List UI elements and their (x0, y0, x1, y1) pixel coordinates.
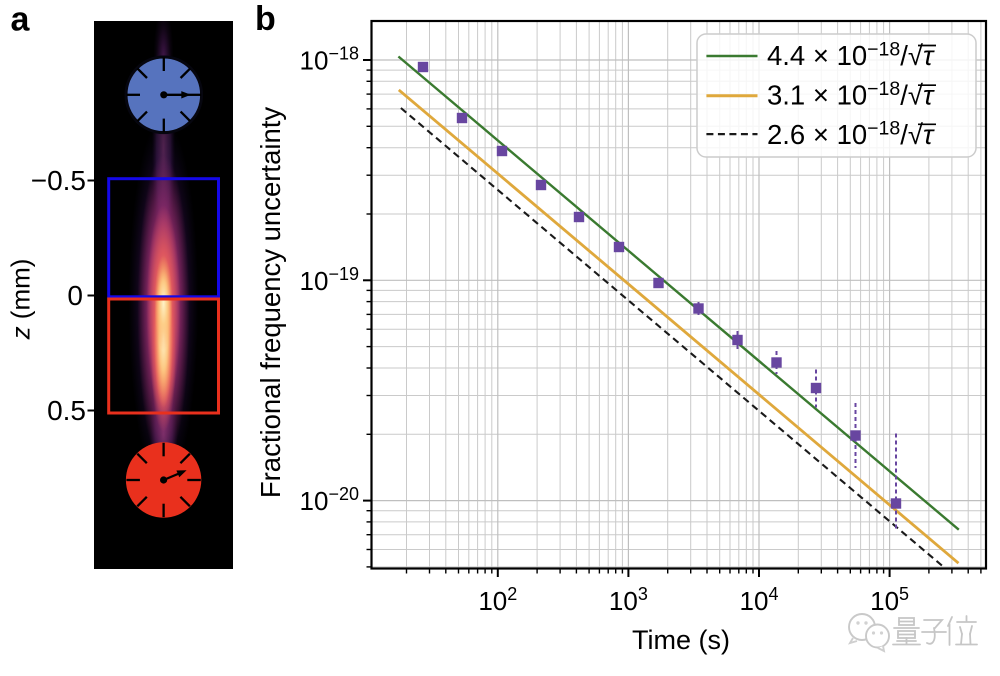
svg-text:a: a (11, 1, 31, 39)
svg-text:Fractional frequency uncertain: Fractional frequency uncertainty (255, 107, 286, 499)
svg-text:0.5: 0.5 (47, 395, 86, 426)
svg-text:Time (s): Time (s) (632, 625, 730, 655)
svg-text:102: 102 (478, 584, 517, 616)
svg-text:z (mm): z (mm) (6, 259, 36, 341)
svg-text:2.6 × 10−18/√τ: 2.6 × 10−18/√τ (767, 117, 935, 150)
svg-text:3.1 × 10−18/√τ: 3.1 × 10−18/√τ (767, 78, 935, 111)
svg-text:b: b (255, 0, 276, 38)
svg-text:0: 0 (67, 280, 83, 311)
svg-text:4.4 × 10−18/√τ: 4.4 × 10−18/√τ (767, 39, 935, 72)
svg-text:−0.5: −0.5 (31, 165, 86, 196)
